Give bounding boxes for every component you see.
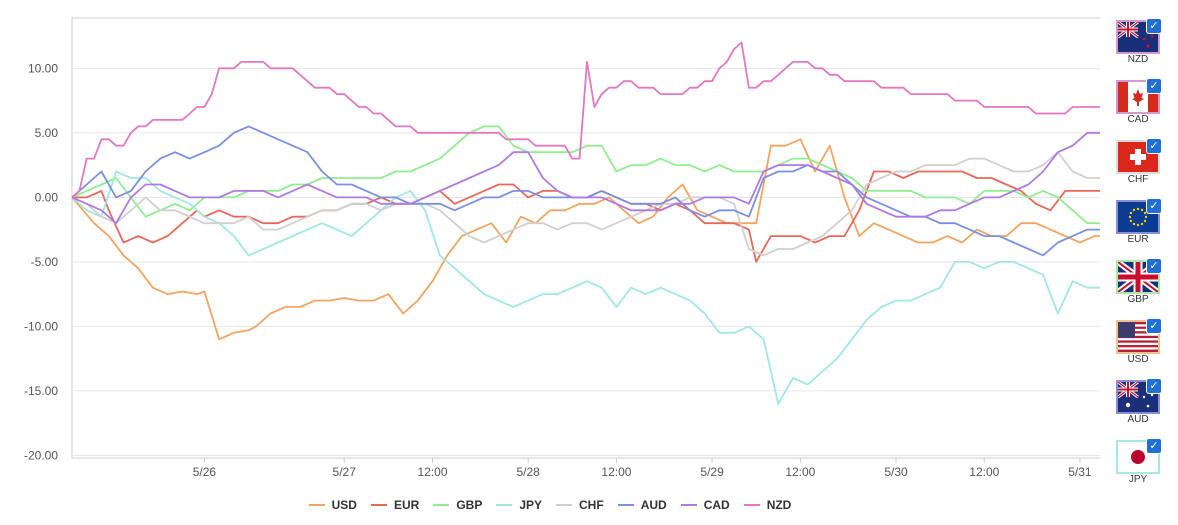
currency-toggle-cad[interactable]: ✓ CAD <box>1116 78 1162 134</box>
plot-area <box>71 17 1100 459</box>
x-tick-label: 5/29 <box>700 465 724 479</box>
legend-item-jpy[interactable]: JPY <box>496 498 542 512</box>
currency-toggle-aud[interactable]: ✓ AUD <box>1116 378 1162 434</box>
line-chart: 10.00 5.00 0.00 -5.00 -10.00 -15.00 -20.00 5/2… <box>24 17 1100 479</box>
checkbox-checked-icon[interactable]: ✓ <box>1146 258 1162 274</box>
legend-label: EUR <box>393 498 420 512</box>
y-axis: 10.00 5.00 0.00 -5.00 -10.00 -15.00 -20.00 <box>24 61 58 462</box>
series-line-jpy <box>71 170 1100 405</box>
legend-item-nzd[interactable]: NZD <box>743 498 792 512</box>
legend-label: USD <box>331 498 357 512</box>
legend-label: CAD <box>703 498 730 512</box>
checkbox-checked-icon[interactable]: ✓ <box>1146 198 1162 214</box>
checkbox-checked-icon[interactable]: ✓ <box>1146 18 1162 34</box>
checkbox-checked-icon[interactable]: ✓ <box>1146 438 1162 454</box>
y-tick-label: 10.00 <box>28 61 58 75</box>
x-tick-label: 12:00 <box>969 465 999 479</box>
x-axis: 5/26 5/27 12:00 5/28 12:00 5/29 12:00 5/30 12:00… <box>193 458 1092 479</box>
legend-item-usd[interactable]: USD <box>308 498 357 512</box>
currency-label: CHF <box>1127 174 1149 185</box>
currency-toggle-gbp[interactable]: ✓ GBP <box>1116 258 1162 314</box>
x-tick-label: 5/31 <box>1068 465 1092 479</box>
y-tick-label: -10.00 <box>24 319 58 333</box>
series-line-nzd <box>71 41 1100 199</box>
series-line-usd <box>71 138 1100 341</box>
x-tick-label: 12:00 <box>785 465 815 479</box>
legend-item-gbp[interactable]: GBP <box>433 498 482 512</box>
legend-swatch <box>370 504 387 506</box>
legend-label: CHF <box>579 498 604 512</box>
legend-label: AUD <box>640 498 667 512</box>
y-tick-label: 0.00 <box>35 190 59 204</box>
checkbox-checked-icon[interactable]: ✓ <box>1146 378 1162 394</box>
currency-toggle-chf[interactable]: ✓ CHF <box>1116 138 1162 194</box>
legend-label: GBP <box>456 498 483 512</box>
y-tick-label: -5.00 <box>31 255 59 269</box>
legend-item-aud[interactable]: AUD <box>617 498 667 512</box>
currency-label: JPY <box>1128 474 1148 485</box>
x-tick-label: 5/27 <box>333 465 357 479</box>
nz-flag-icon <box>1116 20 1160 54</box>
y-tick-label: -20.00 <box>24 448 58 462</box>
currency-label: EUR <box>1127 234 1149 245</box>
legend-item-chf[interactable]: CHF <box>556 498 604 512</box>
checkbox-checked-icon[interactable]: ✓ <box>1146 138 1162 154</box>
currency-panel: ✓ NZD ✓ CAD ✓ CHF ✓ EUR ✓ GBP ✓ USD ✓ AUD ✓ JPY <box>1102 18 1178 485</box>
legend-label: JPY <box>519 498 543 512</box>
legend-label: NZD <box>766 498 792 512</box>
ch-flag-icon <box>1116 140 1160 174</box>
legend-swatch <box>496 504 513 506</box>
currency-toggle-eur[interactable]: ✓ EUR <box>1116 198 1162 254</box>
currency-label: CAD <box>1127 114 1149 125</box>
currency-label: NZD <box>1127 54 1149 65</box>
legend-swatch <box>680 504 697 506</box>
legend-swatch <box>556 504 573 506</box>
checkbox-checked-icon[interactable]: ✓ <box>1146 78 1162 94</box>
currency-label: GBP <box>1127 294 1149 305</box>
legend-swatch <box>743 504 760 506</box>
legend-swatch <box>308 504 325 506</box>
x-tick-label: 5/26 <box>193 465 217 479</box>
x-tick-label: 5/28 <box>516 465 540 479</box>
series-line-chf <box>71 151 1100 257</box>
series-line-gbp <box>71 125 1100 225</box>
legend-swatch <box>617 504 634 506</box>
legend-swatch <box>433 504 450 506</box>
x-tick-label: 12:00 <box>417 465 447 479</box>
currency-toggle-usd[interactable]: ✓ USD <box>1116 318 1162 374</box>
legend: USD EUR GBP JPY CHF AUD CAD NZD <box>0 494 1100 516</box>
x-tick-label: 12:00 <box>601 465 631 479</box>
legend-item-eur[interactable]: EUR <box>370 498 420 512</box>
y-tick-label: 5.00 <box>35 126 59 140</box>
checkbox-checked-icon[interactable]: ✓ <box>1146 318 1162 334</box>
currency-label: USD <box>1127 354 1149 365</box>
y-tick-label: -15.00 <box>24 384 58 398</box>
series-lines <box>71 41 1100 405</box>
legend-item-cad[interactable]: CAD <box>680 498 730 512</box>
series-line-cad <box>71 131 1100 225</box>
currency-toggle-nzd[interactable]: ✓ NZD <box>1116 18 1162 74</box>
currency-toggle-jpy[interactable]: ✓ JPY <box>1116 438 1162 494</box>
x-tick-label: 5/30 <box>884 465 908 479</box>
currency-label: AUD <box>1127 414 1149 425</box>
